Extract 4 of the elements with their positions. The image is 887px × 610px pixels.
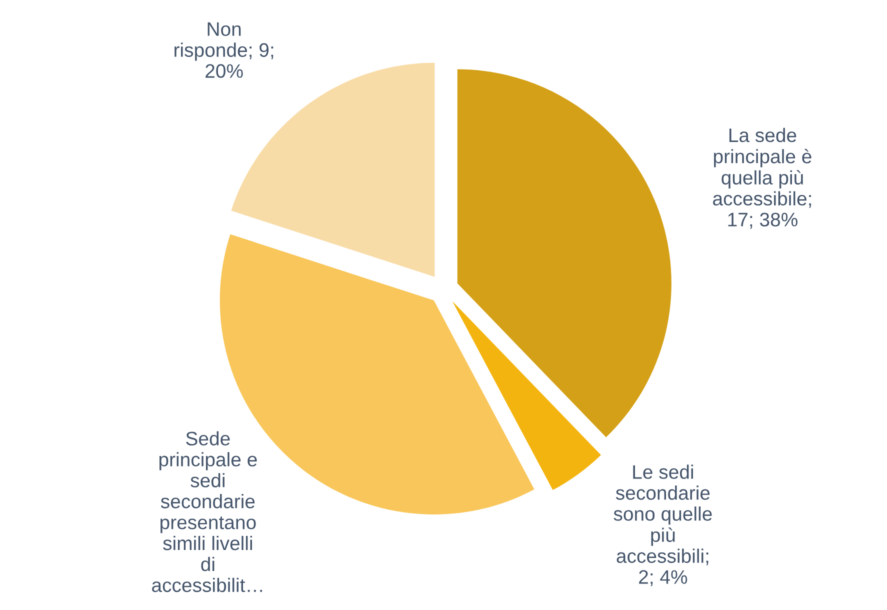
slice-label: Non risponde; 9; 20%: [174, 22, 274, 78]
slice-label: La sede principale è quella più accessibile; 17; 38%: [713, 128, 812, 229]
slice-label: Le sedi secondarie sono quelle più accessibili; 2; 4%: [614, 464, 712, 586]
slice-label: Sede principale e sedi secondarie presentano simili livelli di accessibilit…: [152, 431, 262, 592]
